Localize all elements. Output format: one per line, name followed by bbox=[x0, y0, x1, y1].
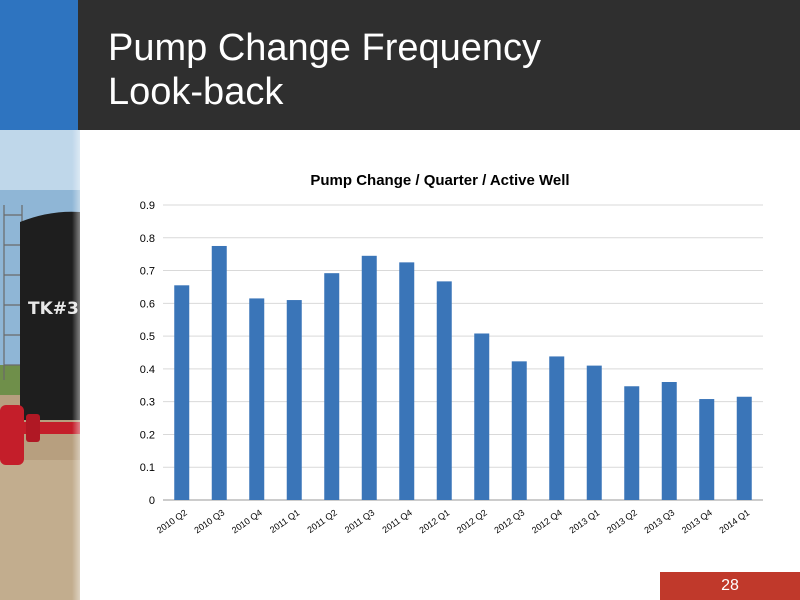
bar-2010-q2 bbox=[174, 285, 190, 500]
x-tick-label: 2012 Q4 bbox=[530, 507, 564, 535]
y-tick-label: 0.4 bbox=[140, 364, 155, 376]
bar-2012-q3 bbox=[511, 361, 527, 500]
bar-2010-q3 bbox=[211, 245, 227, 500]
y-tick-label: 0.1 bbox=[140, 462, 155, 474]
x-tick-label: 2013 Q3 bbox=[642, 507, 676, 535]
x-tick-label: 2011 Q3 bbox=[343, 507, 376, 535]
x-tick-label: 2010 Q2 bbox=[155, 507, 189, 535]
photo-fade bbox=[0, 130, 110, 600]
x-tick-label: 2013 Q2 bbox=[605, 507, 639, 535]
slide-title: Pump Change Frequency Look-back bbox=[108, 26, 541, 114]
x-tick-label: 2013 Q4 bbox=[680, 507, 714, 535]
page-number: 28 bbox=[721, 577, 739, 594]
bar-2012-q2 bbox=[474, 333, 490, 500]
bar-2011-q4 bbox=[399, 262, 415, 500]
x-tick-label: 2011 Q2 bbox=[305, 507, 338, 535]
x-tick-label: 2010 Q3 bbox=[192, 507, 226, 535]
x-tick-label: 2011 Q4 bbox=[380, 507, 413, 535]
bar-chart: 00.10.20.30.40.50.60.70.80.9 2010 Q2 2010… bbox=[140, 200, 763, 535]
chart-container: Pump Change / Quarter / Active Well 0 0.1… bbox=[80, 140, 800, 580]
y-tick-label: 0.6 bbox=[140, 298, 155, 310]
bar-2013-q1 bbox=[586, 365, 602, 500]
bar-2011-q1 bbox=[286, 300, 302, 500]
x-tick-label: 2011 Q1 bbox=[268, 507, 301, 535]
y-tick-label: 0.3 bbox=[140, 397, 155, 409]
bar-2013-q2 bbox=[624, 386, 640, 500]
x-tick-label: 2012 Q3 bbox=[492, 507, 526, 535]
x-tick-label: 2012 Q1 bbox=[417, 507, 451, 535]
y-tick-label: 0.2 bbox=[140, 429, 155, 441]
x-tick-label: 2010 Q4 bbox=[230, 507, 264, 535]
header-accent-bar bbox=[0, 0, 78, 130]
chart-title: Pump Change / Quarter / Active Well bbox=[310, 172, 570, 189]
x-tick-label: 2013 Q1 bbox=[567, 507, 601, 535]
bar-2013-q4 bbox=[699, 399, 715, 500]
bar-2011-q3 bbox=[361, 255, 377, 500]
slide-header bbox=[0, 0, 800, 130]
bar-2012-q1 bbox=[436, 281, 452, 500]
slide-title-line2: Look-back bbox=[108, 71, 284, 113]
bar-2014-q1 bbox=[736, 396, 752, 500]
bar-2013-q3 bbox=[661, 382, 677, 500]
bar-2012-q4 bbox=[549, 356, 565, 500]
page-number-badge: 28 bbox=[660, 572, 800, 600]
bar-2010-q4 bbox=[249, 298, 265, 500]
y-tick-label: 0.8 bbox=[140, 233, 155, 245]
bar-2011-q2 bbox=[324, 273, 340, 500]
y-tick-label: 0 bbox=[149, 495, 155, 507]
x-tick-label: 2014 Q1 bbox=[717, 507, 751, 535]
slide-title-line1: Pump Change Frequency bbox=[108, 27, 542, 69]
y-tick-label: 0.5 bbox=[140, 331, 155, 343]
y-tick-label: 0.9 bbox=[140, 200, 155, 212]
y-tick-label: 0.7 bbox=[140, 266, 155, 278]
x-tick-label: 2012 Q2 bbox=[455, 507, 489, 535]
